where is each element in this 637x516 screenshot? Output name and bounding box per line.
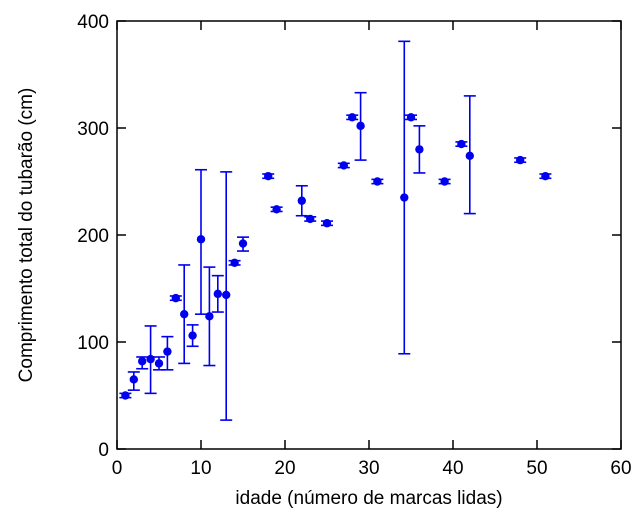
data-point: [415, 145, 424, 154]
data-point: [146, 354, 155, 364]
data-point: [457, 139, 466, 149]
y-tick-labels: 0 100 200 300 400: [77, 12, 109, 461]
data-point: [213, 289, 222, 299]
data-point: [188, 331, 197, 340]
data-point: [400, 193, 409, 202]
data-point: [205, 312, 214, 321]
data-point: [373, 177, 382, 186]
y-tick-label: 300: [77, 119, 109, 140]
data-point: [339, 161, 348, 170]
x-tick-labels: 0 10 20 30 40 50 60: [112, 458, 632, 479]
data-point: [138, 357, 147, 366]
y-axis-label: Comprimento total do tubarão (cm): [16, 88, 37, 383]
data-point: [272, 205, 281, 214]
x-tick-label: 20: [274, 458, 295, 479]
plot-area-frame: [116, 20, 622, 450]
data-point: [154, 359, 164, 368]
data-point: [440, 177, 449, 186]
data-point: [516, 155, 525, 165]
x-axis-label: idade (número de marcas lidas): [235, 488, 502, 509]
x-tick-label: 0: [112, 458, 123, 479]
data-point: [222, 290, 231, 300]
data-point: [264, 171, 273, 181]
x-tick-label: 40: [442, 458, 463, 479]
data-point: [129, 375, 138, 384]
x-tick-label: 10: [190, 458, 211, 479]
data-point: [230, 258, 239, 268]
data-point: [121, 391, 130, 400]
data-point: [541, 171, 550, 181]
data-point: [465, 151, 474, 161]
error-bars: [119, 40, 552, 421]
x-tick-label: 30: [358, 458, 379, 479]
data-point: [180, 309, 189, 319]
data-point: [306, 214, 315, 224]
data-point: [171, 293, 180, 303]
y-tick-label: 100: [77, 333, 109, 354]
y-tick-label: 200: [77, 226, 109, 247]
data-point: [196, 235, 206, 244]
data-point: [406, 113, 416, 122]
y-tick-label: 0: [98, 440, 109, 461]
data-point: [322, 219, 332, 228]
data-point: [356, 121, 365, 131]
x-tick-label: 60: [610, 458, 631, 479]
y-tick-label: 400: [77, 12, 109, 33]
x-tick-label: 50: [526, 458, 547, 479]
axis-ticks: [116, 20, 622, 450]
data-point: [163, 347, 172, 356]
data-point: [348, 113, 357, 122]
data-point: [238, 239, 248, 248]
data-point: [297, 196, 306, 205]
data-points: [121, 113, 550, 400]
